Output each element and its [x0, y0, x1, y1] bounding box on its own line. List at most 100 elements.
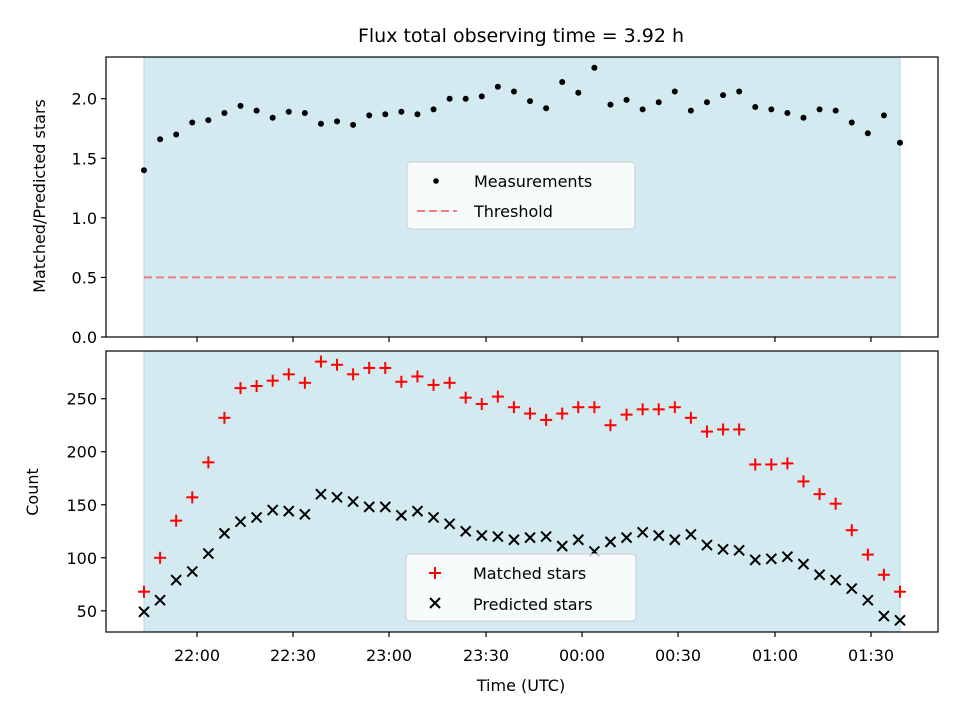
x-axis-label: Time (UTC): [476, 676, 565, 695]
measurement-point: [575, 89, 582, 96]
measurement-point: [655, 99, 662, 106]
measurement-point: [784, 110, 791, 116]
matched-star-point: [314, 355, 327, 368]
matched-star-point: [749, 458, 762, 471]
matched-star-point: [700, 425, 713, 438]
matched-star-point: [540, 413, 553, 426]
measurement-point: [897, 139, 903, 146]
matched-star-point: [379, 361, 392, 374]
predicted-star-point: [427, 511, 440, 524]
matched-star-point: [443, 376, 456, 389]
predicted-star-point: [604, 536, 617, 548]
measurement-points: [141, 64, 903, 174]
matched-star-point: [733, 423, 746, 436]
measurement-point: [687, 107, 694, 114]
matched-star-point: [620, 408, 633, 421]
measurement-point: [768, 106, 775, 113]
measurement-point: [752, 104, 759, 111]
bottom-legend: Matched stars Predicted stars: [405, 553, 637, 622]
measurement-point: [478, 93, 485, 100]
y-tick-label: 100: [66, 549, 97, 568]
top-panel: 0.00.51.01.52.0 Matched/Predicted stars …: [30, 56, 939, 347]
predicted-star-point: [733, 544, 745, 557]
predicted-star-point: [540, 530, 552, 543]
matched-star-point: [636, 403, 649, 416]
x-tick-label: 22:00: [174, 646, 220, 665]
chart-title: Flux total observing time = 3.92 h: [358, 25, 684, 47]
measurement-point: [623, 96, 630, 103]
predicted-star-point: [829, 574, 842, 586]
predicted-star-point: [765, 553, 778, 565]
predicted-star-point: [331, 491, 343, 504]
matched-star-point: [363, 361, 376, 374]
predicted-star-point: [363, 501, 375, 513]
bottom-x-ticks: 22:00 22:30 23:00 23:30 00:00 00:30 01:00 01:30: [174, 632, 894, 665]
bottom-y-axis-label: Count: [23, 468, 42, 516]
predicted-star-point: [234, 516, 247, 528]
predicted-star-point: [299, 508, 311, 521]
matched-star-point: [202, 456, 215, 469]
predicted-star-point: [154, 594, 166, 606]
predicted-star-point: [717, 543, 729, 555]
measurement-point: [494, 83, 501, 90]
predicted-star-point: [508, 534, 520, 546]
matched-star-point: [218, 411, 231, 424]
predicted-star-point: [894, 614, 906, 627]
measurement-point: [430, 106, 437, 113]
measurement-point: [189, 119, 196, 126]
measurement-point: [317, 120, 324, 127]
x-tick-label: 23:00: [366, 646, 412, 665]
matched-stars-points: [138, 355, 906, 598]
y-tick-label: 1.5: [72, 149, 97, 168]
matched-star-point: [266, 374, 279, 387]
x-tick-label: 00:00: [559, 646, 605, 665]
measurement-point: [446, 95, 453, 102]
matched-star-point: [170, 514, 183, 527]
matched-star-point: [475, 398, 488, 411]
measurement-point: [880, 112, 887, 119]
measurement-point: [382, 111, 389, 118]
measurement-point: [221, 110, 228, 116]
y-tick-label: 0.5: [72, 268, 97, 287]
x-tick-label: 22:30: [270, 646, 316, 665]
y-tick-label: 200: [66, 443, 97, 462]
matched-star-point: [331, 358, 344, 371]
predicted-star-point: [347, 495, 359, 508]
measurement-point: [205, 117, 212, 124]
matched-star-point: [684, 411, 697, 424]
x-tick-label: 01:00: [752, 646, 798, 665]
matched-star-point: [765, 458, 778, 471]
measurement-point: [816, 106, 823, 113]
matched-star-point: [347, 368, 360, 381]
predicted-stars-points: [138, 488, 906, 627]
measurement-point: [832, 107, 839, 114]
measurement-point: [237, 102, 244, 109]
measurement-point: [253, 107, 260, 114]
top-legend-box: [406, 161, 636, 230]
predicted-star-point: [749, 554, 761, 566]
matched-star-point: [186, 491, 199, 504]
matched-star-point: [604, 419, 617, 432]
legend-predicted-label: Predicted stars: [473, 595, 593, 614]
measurement-point: [350, 121, 357, 128]
predicted-star-point: [170, 574, 182, 586]
measurement-point: [334, 118, 341, 125]
predicted-star-point: [653, 529, 665, 542]
matched-star-point: [652, 403, 665, 416]
bottom-legend-box: [405, 553, 637, 622]
measurement-point: [141, 167, 147, 174]
legend-threshold-label: Threshold: [473, 202, 553, 221]
predicted-star-point: [797, 558, 810, 570]
top-y-ticks: 0.0 0.5 1.0 1.5 2.0: [72, 90, 106, 347]
matched-star-point: [298, 376, 311, 389]
predicted-star-point: [411, 505, 424, 517]
predicted-star-point: [283, 505, 295, 517]
measurement-point: [703, 99, 710, 106]
predicted-star-point: [878, 610, 890, 622]
predicted-star-point: [620, 531, 633, 544]
predicted-star-point: [636, 526, 649, 539]
measurement-point: [269, 114, 276, 121]
measurement-point: [527, 98, 534, 105]
matched-star-point: [717, 423, 730, 436]
